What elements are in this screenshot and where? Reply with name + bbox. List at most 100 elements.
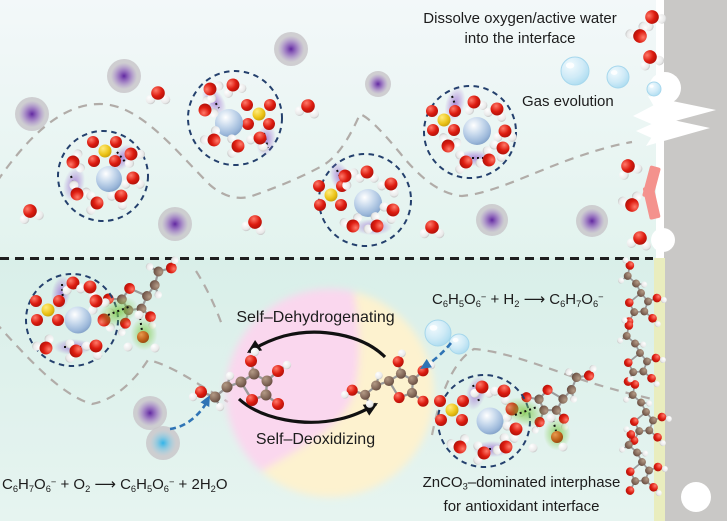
electrode-crack	[646, 118, 710, 146]
water-molecule	[379, 202, 400, 224]
water-molecule	[32, 334, 54, 355]
cycle-disc	[226, 289, 434, 497]
zinc-ion	[354, 189, 382, 217]
anion-purple-sphere	[576, 205, 608, 237]
sulfate-group	[87, 136, 122, 167]
bubble	[606, 65, 630, 89]
water-molecule	[363, 212, 384, 234]
water-molecule	[294, 99, 320, 119]
dissolved-species	[15, 32, 608, 460]
zinc-ion	[476, 407, 504, 435]
shell-dashed-ring	[57, 130, 149, 222]
ascorbate-molecule	[617, 317, 666, 388]
hydrogen-bond	[139, 317, 143, 332]
gas-bubbles	[424, 56, 662, 355]
water-molecule	[626, 231, 652, 251]
solvation-shells	[25, 70, 531, 468]
solvation-shell	[57, 130, 149, 222]
electrode-crack	[636, 122, 656, 140]
dissolve-oxygen-note: Dissolve oxygen/active water into the int…	[423, 10, 617, 47]
water-molecule	[19, 204, 44, 225]
sulfate-group	[434, 395, 469, 426]
water-molecule	[377, 177, 399, 198]
water-molecule	[502, 421, 523, 443]
water-molecule	[338, 168, 359, 190]
antioxidant-interaction	[98, 296, 160, 353]
sulfate-group	[426, 105, 461, 136]
anion-purple-sphere	[274, 32, 308, 66]
anion-purple-sphere	[15, 97, 49, 131]
water-molecule	[65, 339, 83, 363]
water-molecule	[203, 81, 224, 103]
water-molecule	[625, 21, 649, 43]
redox-cycle	[226, 289, 434, 497]
water-molecule	[446, 434, 470, 454]
corrosion-crack-mark	[642, 165, 661, 220]
interface-bubble-halo	[651, 228, 675, 252]
ascorbate-molecule	[618, 257, 667, 328]
water-molecule	[490, 384, 511, 405]
water-molecule	[339, 213, 363, 233]
oxidation-reaction-formula: C6H7O6− + O2 ⟶ C6H5O6− + 2H2O	[2, 476, 228, 494]
transferred-hydrogen-atom	[137, 331, 149, 343]
water-molecule	[200, 126, 221, 147]
interface-bubble-halo	[681, 482, 711, 512]
zinc-ion	[64, 306, 92, 334]
water-molecule	[227, 134, 245, 158]
water-molecule	[419, 220, 445, 239]
shell-dashed-ring	[423, 85, 517, 179]
gas-transfer-arrows	[169, 342, 453, 431]
anion-purple-sphere	[476, 204, 508, 236]
zinc-carbonate-interphase-note: ZnCO3–dominated interphase for antioxidan…	[422, 474, 621, 515]
water-molecule	[619, 159, 643, 180]
sulfate-group	[30, 295, 65, 326]
water-molecule	[464, 95, 488, 115]
anion-purple-sphere	[158, 207, 192, 241]
water-molecule	[355, 165, 379, 183]
wavy-dashed-line	[0, 102, 633, 199]
ascorbate-molecule	[623, 376, 672, 447]
antioxidant-interaction	[503, 397, 571, 453]
free-waters	[19, 10, 667, 251]
hydrogen-bond	[116, 151, 127, 164]
water-molecule	[145, 86, 171, 105]
water-molecule	[107, 189, 128, 210]
electrode-crack	[633, 104, 656, 126]
wavy-dashed-line	[430, 347, 653, 436]
water-molecule	[475, 146, 496, 168]
shell-dashed-ring	[187, 70, 283, 166]
interface-bubble-halo	[649, 72, 681, 104]
self-deoxidizing-label: Self–Deoxidizing	[255, 431, 376, 448]
wavy-dashed-line	[195, 270, 224, 326]
water-molecule	[82, 339, 103, 360]
water-molecule	[86, 191, 104, 215]
green-interactions	[98, 296, 571, 453]
water-molecule	[640, 50, 665, 71]
water-molecule	[493, 124, 517, 142]
reduction-reaction-formula: C6H5O6− + H2 ⟶ C6H7O6−	[432, 291, 604, 309]
cycle-arrow-bottom	[237, 397, 377, 424]
solvation-shell	[423, 85, 517, 179]
anion-purple-sphere	[133, 396, 167, 430]
water-molecule	[489, 140, 510, 162]
water-molecule	[455, 150, 473, 174]
bubble	[560, 56, 590, 86]
water-molecule	[241, 215, 266, 236]
solvation-shell	[187, 70, 283, 166]
water-molecule	[473, 441, 491, 465]
cycle-arrow-top	[248, 330, 387, 359]
self-dehydrogenating-label: Self–Dehydrogenating	[236, 309, 395, 326]
water-molecule	[121, 171, 145, 189]
anion-purple-sphere	[107, 59, 141, 93]
bubble	[424, 319, 452, 347]
water-molecule	[223, 78, 247, 98]
ascorbate-molecule	[619, 426, 668, 497]
green-bond-glow	[503, 397, 545, 427]
water-molecule	[246, 131, 268, 152]
ascorbate-molecule	[188, 347, 292, 412]
solvation-shell	[434, 374, 531, 468]
electrode	[633, 0, 727, 521]
zinc-ion	[215, 109, 243, 137]
